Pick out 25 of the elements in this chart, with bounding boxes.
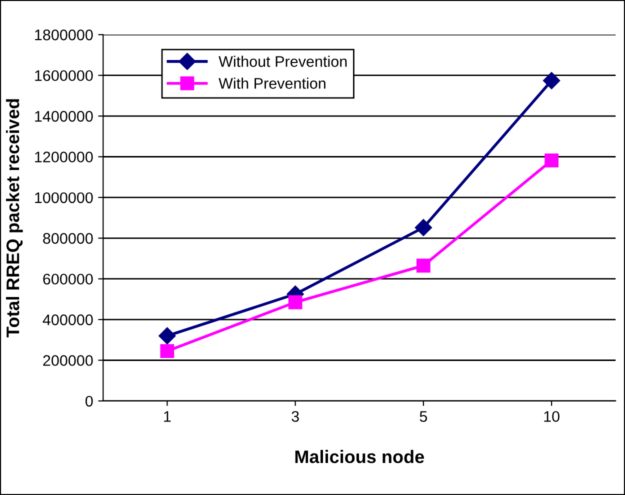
x-tick-label: 10 [544, 411, 560, 422]
y-tick-label: 0 [86, 396, 93, 407]
x-tick-label: 5 [420, 411, 428, 422]
y-tick-label: 800000 [43, 233, 93, 244]
point [544, 153, 559, 168]
x-tick-label: 3 [292, 411, 299, 422]
point [158, 327, 176, 344]
point [416, 258, 430, 273]
y-tick-label: 200000 [43, 355, 93, 366]
point [160, 344, 174, 358]
point [414, 219, 432, 236]
y-tick-label: 600000 [43, 274, 93, 285]
y-tick-label: 1200000 [35, 152, 93, 162]
legend-label: With Prevention [218, 78, 326, 89]
x-axis-title: Malicious node [295, 450, 424, 464]
legend-label: Without Prevention [218, 56, 347, 67]
x-tick-label: 1 [164, 411, 171, 422]
y-tick-label: 1800000 [35, 30, 93, 40]
y-tick-label: 1400000 [35, 110, 93, 122]
point [288, 295, 302, 310]
y-tick-label: 1600000 [35, 70, 93, 82]
y-tick-label: 1000000 [35, 192, 93, 204]
point [543, 72, 560, 90]
y-axis-title: Total RREQ packet received [6, 99, 23, 338]
y-tick-label: 400000 [42, 314, 93, 326]
